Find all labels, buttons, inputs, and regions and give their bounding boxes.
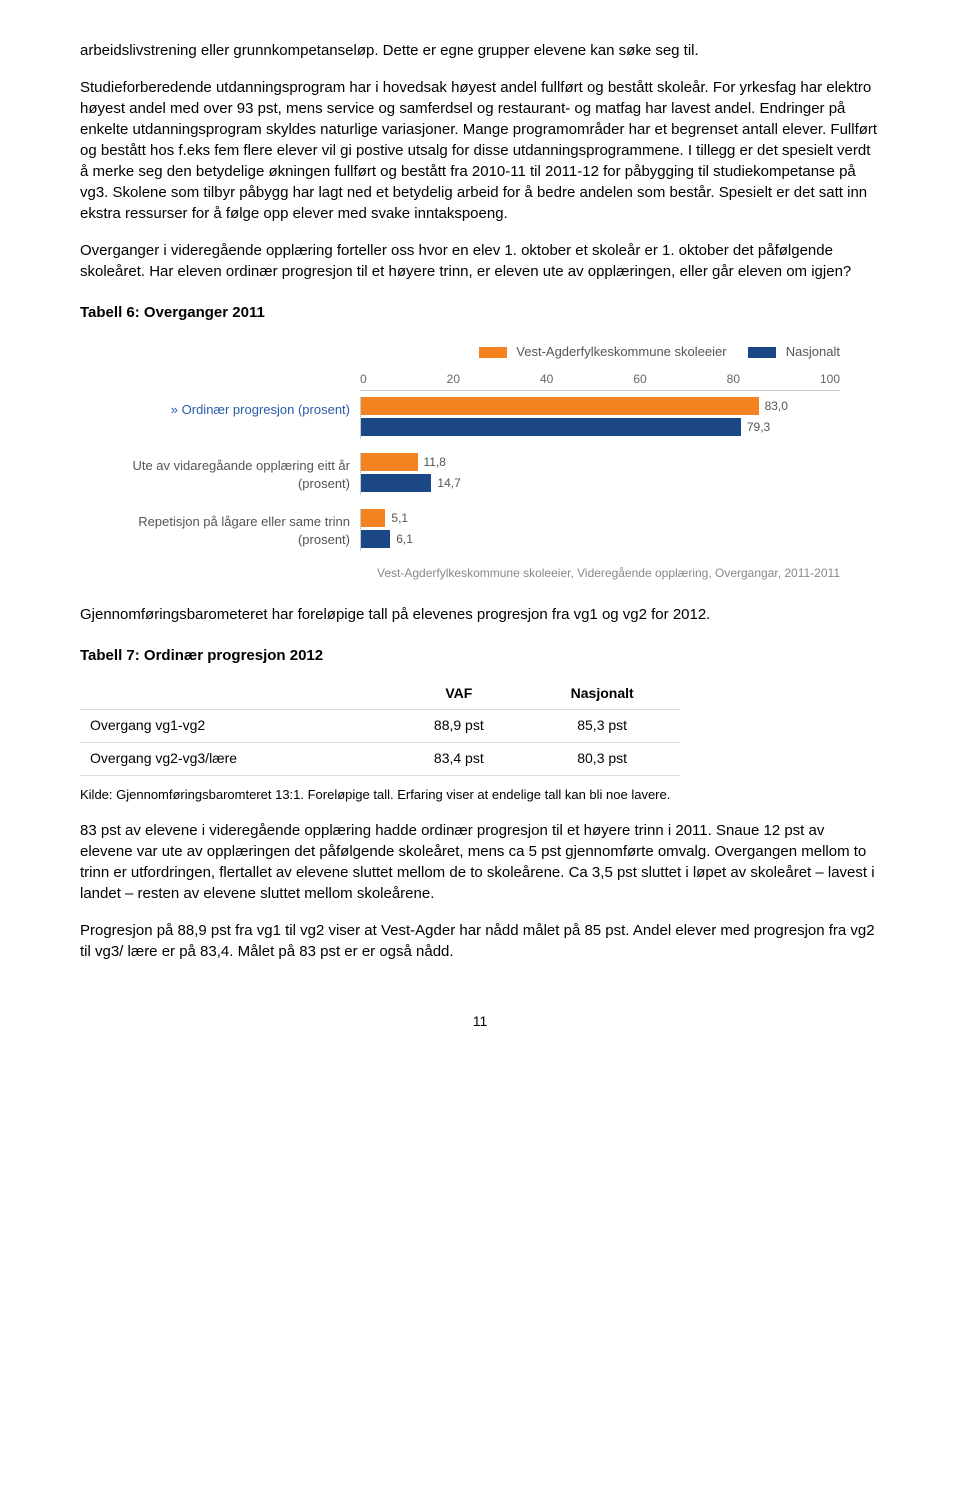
table-header: Nasjonalt — [524, 678, 680, 710]
chart-axis: 0 20 40 60 80 100 — [120, 371, 840, 391]
bar-row: 11,8 — [361, 453, 840, 471]
legend-label-2: Nasjonalt — [786, 344, 840, 359]
bar-group: Ute av vidaregåande opplæring eitt år (p… — [120, 453, 840, 495]
table-cell: Overgang vg2-vg3/lære — [80, 742, 393, 775]
bar-value: 79,3 — [747, 419, 770, 436]
bar-group-label: Repetisjon på lågare eller same trinn (p… — [120, 509, 360, 549]
table-row: Overgang vg1-vg288,9 pst85,3 pst — [80, 710, 680, 743]
bar-value: 14,7 — [437, 475, 460, 492]
table7-source: Kilde: Gjennomføringsbaromteret 13:1. Fo… — [80, 786, 880, 804]
table-row: Overgang vg2-vg3/lære83,4 pst80,3 pst — [80, 742, 680, 775]
paragraph-6: Progresjon på 88,9 pst fra vg1 til vg2 v… — [80, 920, 880, 962]
bar-row: 6,1 — [361, 530, 840, 548]
axis-tick: 100 — [820, 371, 840, 388]
bar-area: 5,16,1 — [360, 509, 840, 551]
table-cell: 83,4 pst — [393, 742, 524, 775]
bar-group-label: Ute av vidaregåande opplæring eitt år (p… — [120, 453, 360, 493]
axis-tick: 0 — [360, 371, 367, 388]
page-number: 11 — [80, 1012, 880, 1032]
legend-swatch-2 — [748, 347, 776, 358]
axis-tick: 80 — [727, 371, 740, 388]
bar-value: 11,8 — [424, 454, 446, 471]
bar-row: 83,0 — [361, 397, 840, 415]
bar — [361, 418, 741, 436]
table-header: VAF — [393, 678, 524, 710]
table-cell: 85,3 pst — [524, 710, 680, 743]
bar-group-label: » Ordinær progresjon (prosent) — [120, 397, 360, 419]
table7: VAFNasjonalt Overgang vg1-vg288,9 pst85,… — [80, 678, 680, 776]
bar-group: Repetisjon på lågare eller same trinn (p… — [120, 509, 840, 551]
legend-swatch-1 — [479, 347, 507, 358]
bar-row: 5,1 — [361, 509, 840, 527]
bar-group: » Ordinær progresjon (prosent) 83,0 79,3 — [120, 397, 840, 439]
paragraph-2: Studieforberedende utdanningsprogram har… — [80, 77, 880, 224]
bar-area: 11,8 14,7 — [360, 453, 840, 495]
table-header — [80, 678, 393, 710]
paragraph-3: Overganger i videregående opplæring fort… — [80, 240, 880, 282]
bar — [361, 509, 385, 527]
bar — [361, 530, 390, 548]
axis-tick: 20 — [447, 371, 460, 388]
paragraph-4: Gjennomføringsbarometeret har foreløpige… — [80, 604, 880, 625]
bar-row: 79,3 — [361, 418, 840, 436]
bar — [361, 474, 431, 492]
table7-title: Tabell 7: Ordinær progresjon 2012 — [80, 645, 880, 666]
chart-overganger: Vest-Agderfylkeskommune skoleeier Nasjon… — [120, 343, 840, 551]
bar-value: 5,1 — [391, 510, 408, 527]
axis-tick: 60 — [633, 371, 646, 388]
table6-title: Tabell 6: Overganger 2011 — [80, 302, 880, 323]
bar-value: 6,1 — [396, 531, 413, 548]
bar-area: 83,0 79,3 — [360, 397, 840, 439]
chart-legend: Vest-Agderfylkeskommune skoleeier Nasjon… — [120, 343, 840, 361]
paragraph-1: arbeidslivstrening eller grunnkompetanse… — [80, 40, 880, 61]
table-cell: 88,9 pst — [393, 710, 524, 743]
legend-label-1: Vest-Agderfylkeskommune skoleeier — [516, 344, 726, 359]
table-cell: Overgang vg1-vg2 — [80, 710, 393, 743]
paragraph-5: 83 pst av elevene i videregående opplæri… — [80, 820, 880, 904]
bar-row: 14,7 — [361, 474, 840, 492]
bar-value: 83,0 — [765, 398, 788, 415]
chart-footer: Vest-Agderfylkeskommune skoleeier, Vider… — [120, 565, 840, 582]
axis-tick: 40 — [540, 371, 553, 388]
table-cell: 80,3 pst — [524, 742, 680, 775]
bar — [361, 397, 759, 415]
bar — [361, 453, 418, 471]
